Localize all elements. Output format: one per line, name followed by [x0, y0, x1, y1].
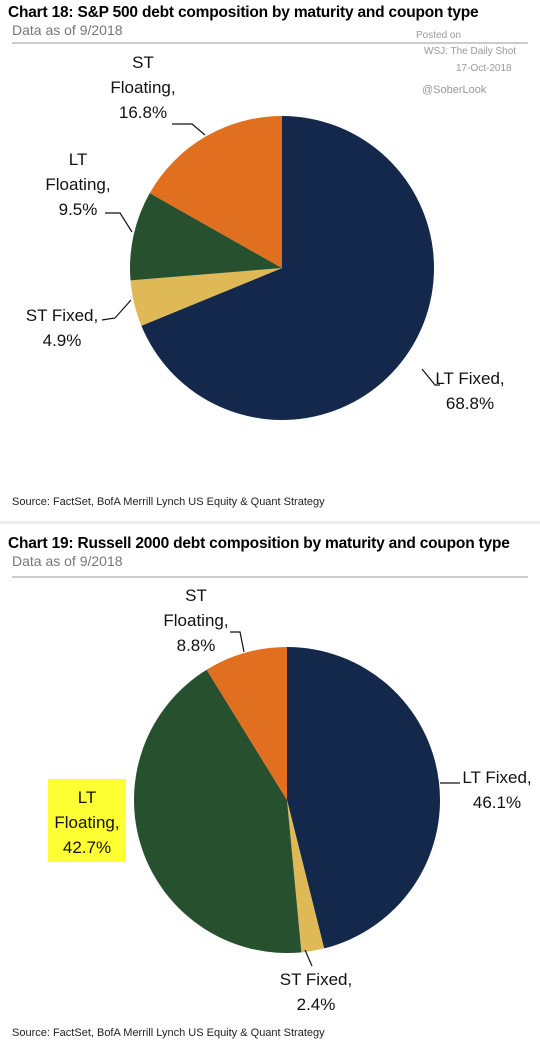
slice-label: LT Fixed, 68.8% [420, 366, 520, 416]
slice-label: ST Floating, 16.8% [103, 50, 183, 125]
watermark: WSJ: The Daily Shot [424, 46, 517, 57]
category-label: ST Fixed, [25, 306, 99, 325]
leader-line [172, 123, 206, 136]
chart-title: Chart 19: Russell 2000 debt composition … [8, 535, 510, 552]
chart-title: Chart 18: S&P 500 debt composition by ma… [8, 4, 479, 21]
pie-slice [149, 115, 282, 268]
value-label: 9.5% [58, 200, 98, 219]
source: Source: FactSet, BofA Merrill Lynch US E… [12, 1027, 325, 1039]
category-label: ST Floating, [163, 586, 229, 630]
category-label: ST Floating, [110, 53, 176, 97]
separator [0, 521, 540, 524]
pie-slice [287, 647, 440, 949]
pie-slice [130, 193, 282, 281]
chart-subtitle: Data as of 9/2018 [12, 553, 123, 569]
leader-line [304, 949, 313, 967]
leader-line [230, 631, 245, 653]
value-label: 46.1% [472, 793, 522, 812]
slice-label: LT Floating, 42.7% [47, 785, 127, 860]
category-label: LT Floating, [54, 788, 120, 832]
slice-label: LT Floating, 9.5% [38, 147, 118, 222]
slice-label: ST Floating, 8.8% [156, 583, 236, 658]
pie-slice [130, 268, 282, 326]
value-label: 8.8% [176, 636, 216, 655]
pie-slice [206, 647, 287, 800]
leader-line [421, 368, 440, 386]
pie-slice [141, 116, 435, 420]
category-label: ST Fixed, [279, 970, 353, 989]
slice-label: ST Fixed, 4.9% [12, 303, 112, 353]
watermark: 17-Oct-2018 [456, 63, 512, 74]
chart-subtitle: Data as of 9/2018 [12, 22, 123, 38]
value-label: 4.9% [42, 331, 82, 350]
slice-label: LT Fixed, 46.1% [447, 765, 540, 815]
pie-slice [133, 669, 302, 953]
category-label: LT Fixed, [462, 768, 532, 787]
watermark: Posted on [416, 30, 462, 41]
value-label: 42.7% [62, 838, 112, 857]
leader-line [105, 212, 133, 233]
category-label: LT Fixed, [435, 369, 505, 388]
watermark: @SoberLook [422, 84, 487, 96]
value-label: 16.8% [118, 103, 168, 122]
value-label: 68.8% [445, 394, 495, 413]
category-label: LT Floating, [45, 150, 111, 194]
highlight [48, 779, 126, 862]
pie-slice [287, 800, 325, 953]
source: Source: FactSet, BofA Merrill Lynch US E… [12, 496, 325, 508]
value-label: 2.4% [296, 995, 336, 1014]
slice-label: ST Fixed, 2.4% [266, 967, 366, 1017]
leader-line [101, 299, 132, 321]
